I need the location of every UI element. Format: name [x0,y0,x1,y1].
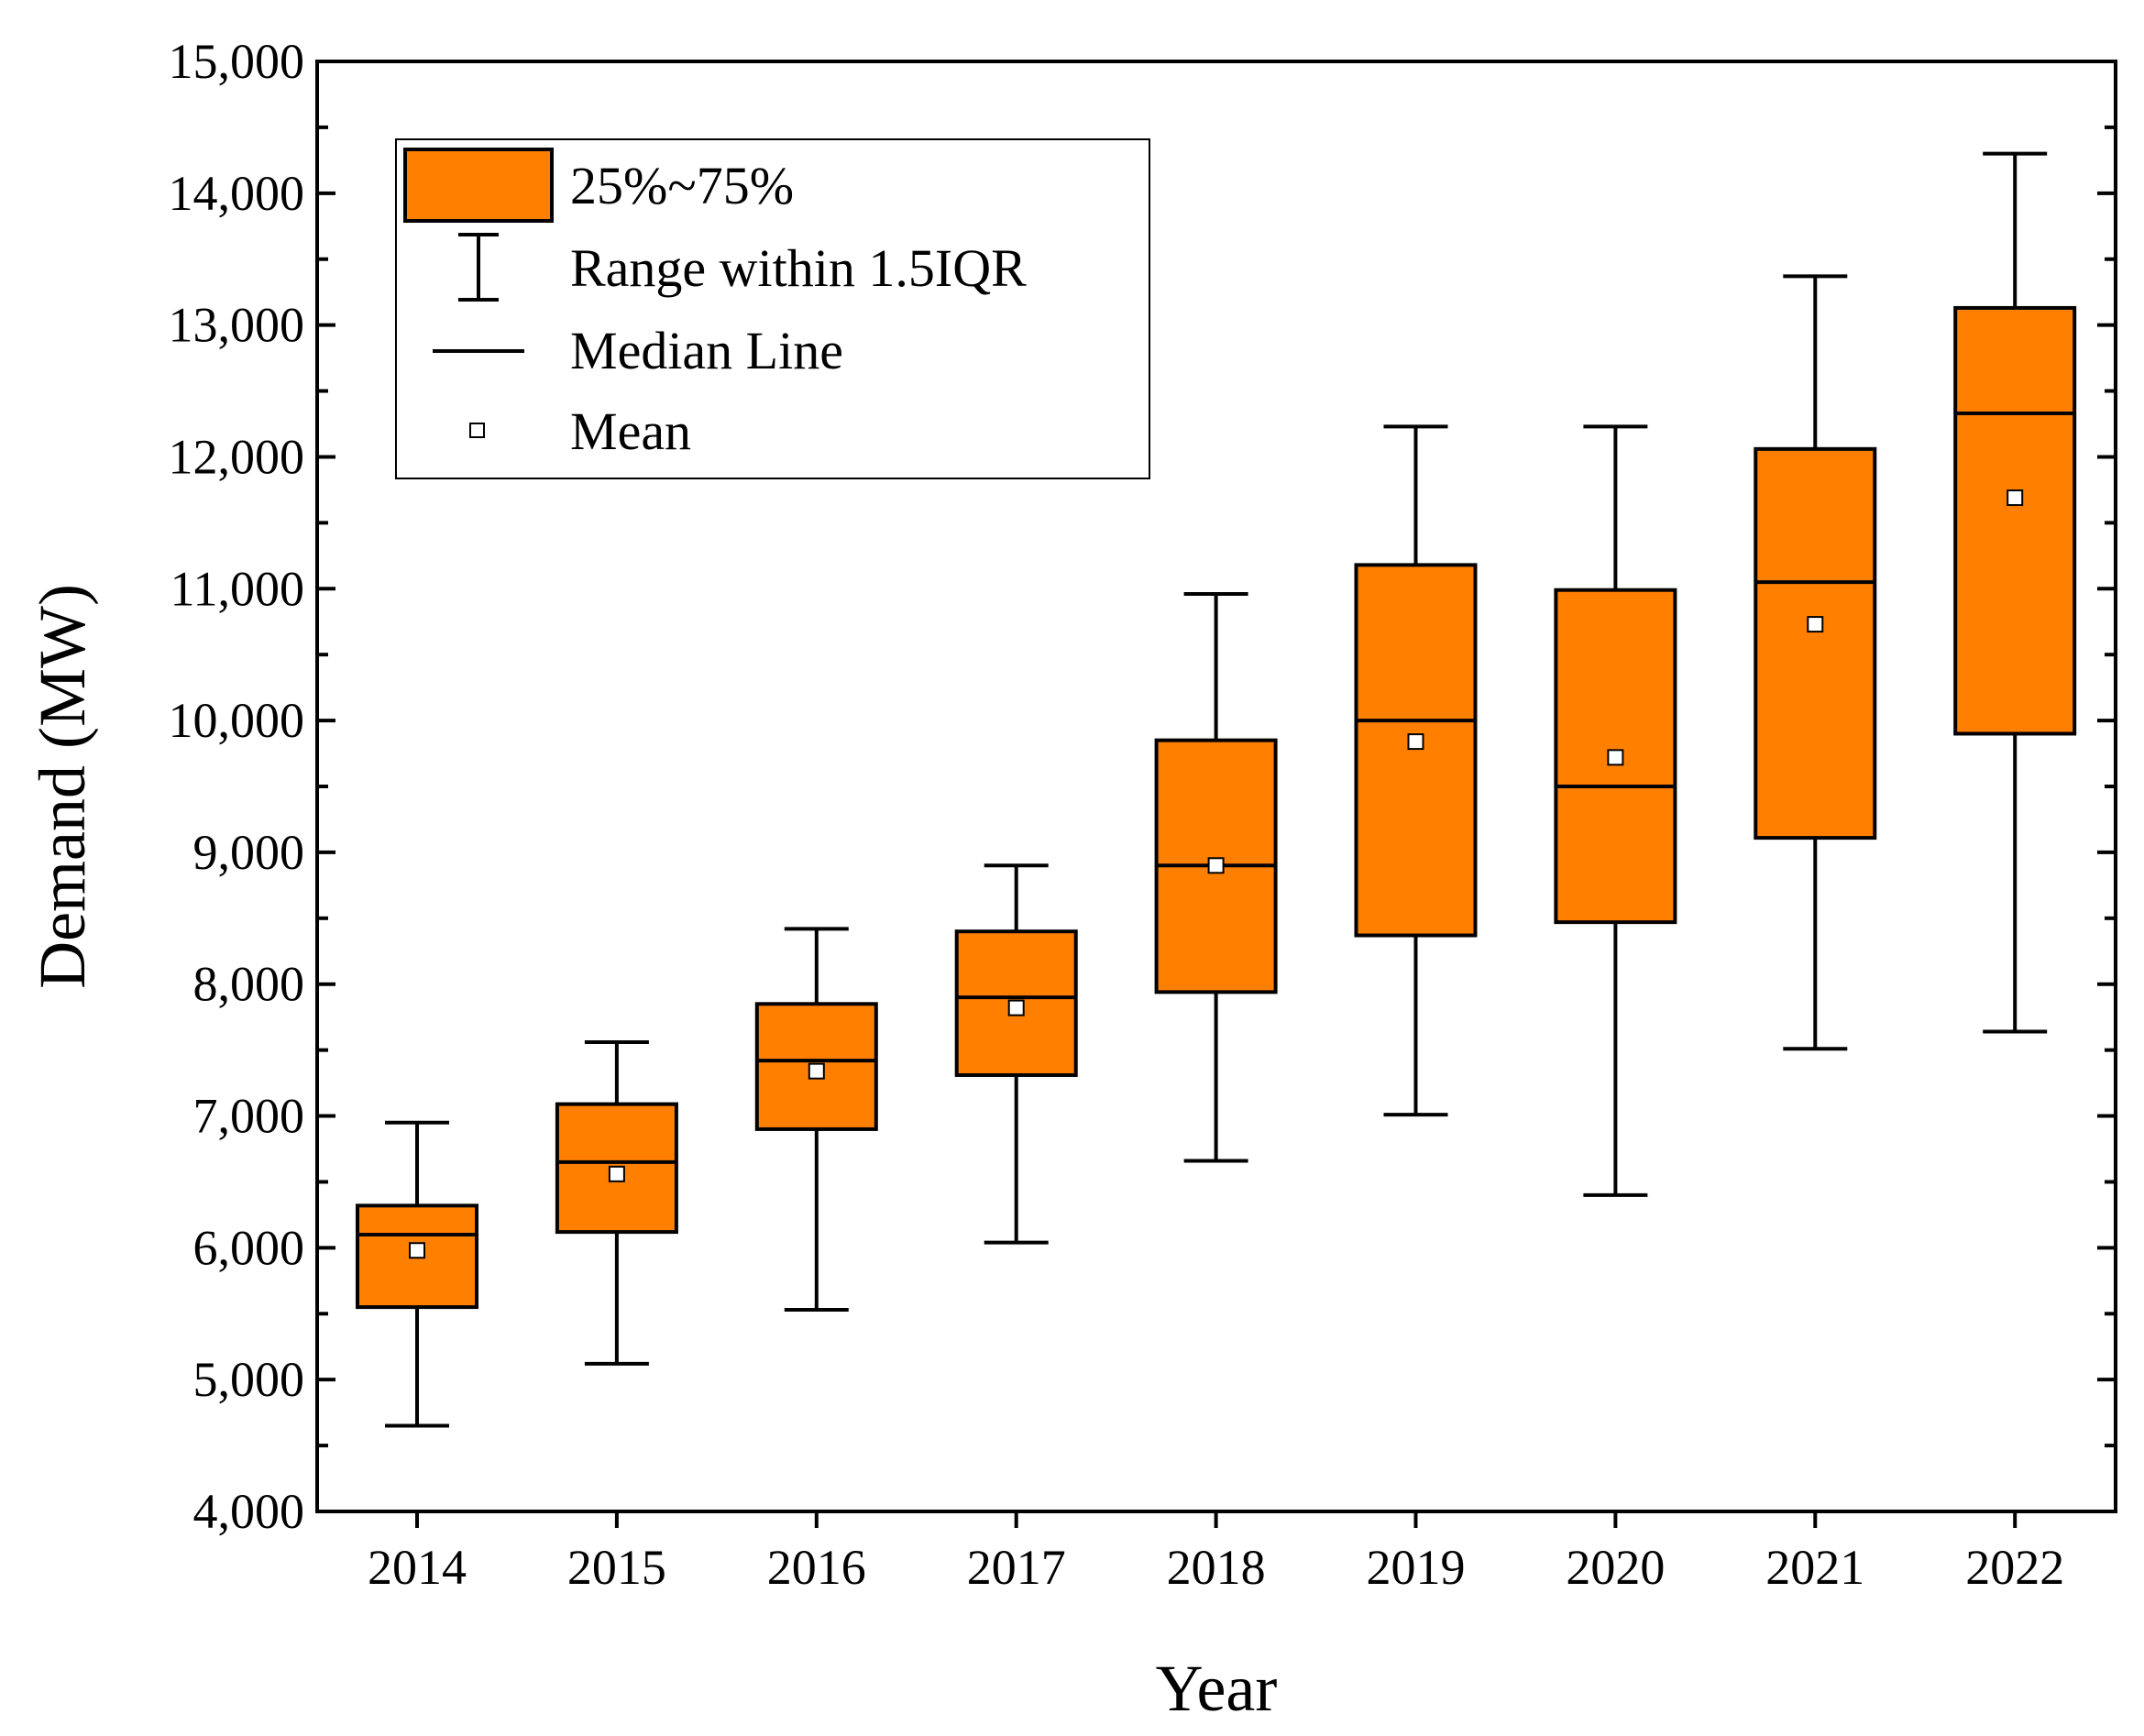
y-tick-label: 7,000 [193,1089,305,1144]
mean-marker [1007,999,1025,1016]
mean-marker [808,1062,825,1080]
x-tick-label: 2016 [767,1540,866,1595]
y-tick-label: 12,000 [169,429,305,484]
mean-marker [2007,489,2024,507]
box-2015 [555,1040,678,1366]
box-2022 [1953,151,2077,1034]
box-2021 [1754,274,1877,1051]
y-axis-ticks: 4,000 5,000 6,000 7,000 8,000 9,000 10,000 11,0… [169,34,2116,1539]
iqr-box [1754,446,1877,841]
y-axis-title: Demand (MW) [26,584,99,989]
mean-marker [1807,616,1824,633]
y-tick-label: 8,000 [193,957,305,1012]
x-tick-label: 2021 [1765,1540,1864,1595]
x-axis-title: Year [1156,1652,1278,1725]
mean-marker [1407,733,1424,751]
y-tick-label: 14,000 [169,166,305,221]
mean-marker [608,1165,625,1182]
legend: 25%~75% Range within 1.5IQR Median Line … [395,138,1150,479]
box-2019 [1354,424,1478,1117]
x-tick-label: 2017 [967,1540,1066,1595]
y-tick-label: 15,000 [169,34,305,89]
legend-box-swatch [403,148,554,223]
iqr-box [1354,563,1478,938]
mean-marker [409,1242,425,1259]
x-tick-label: 2014 [368,1540,467,1595]
box-2017 [954,863,1078,1245]
x-tick-label: 2022 [1965,1540,2064,1595]
x-tick-label: 2020 [1566,1540,1665,1595]
y-tick-label: 5,000 [193,1352,305,1407]
box-2016 [754,927,878,1312]
y-tick-label: 10,000 [169,693,305,748]
box-2020 [1554,424,1677,1197]
x-tick-label: 2018 [1167,1540,1266,1595]
x-tick-label: 2015 [567,1540,666,1595]
legend-label-box: 25%~75% [570,156,794,215]
x-tick-label: 2019 [1367,1540,1466,1595]
legend-mean-symbol [469,423,485,438]
mean-marker [1207,857,1225,874]
y-tick-label: 6,000 [193,1220,305,1275]
legend-label-whisker: Range within 1.5IQR [570,238,1027,298]
mean-marker [1607,749,1624,766]
y-tick-label: 13,000 [169,298,305,353]
legend-label-mean: Mean [570,401,691,461]
iqr-box [954,929,1078,1077]
box-2018 [1154,592,1278,1163]
iqr-box [1953,305,2077,736]
x-axis-ticks: 2014 2015 2016 2017 2018 2019 2020 2021 2022 [368,1511,2064,1595]
y-tick-label: 4,000 [193,1484,305,1539]
boxes-layer [356,151,2077,1428]
box-2014 [356,1120,478,1428]
legend-label-median: Median Line [570,321,843,380]
y-tick-label: 11,000 [170,561,305,616]
y-tick-label: 9,000 [193,825,305,880]
legend-whisker-symbol [458,233,499,302]
